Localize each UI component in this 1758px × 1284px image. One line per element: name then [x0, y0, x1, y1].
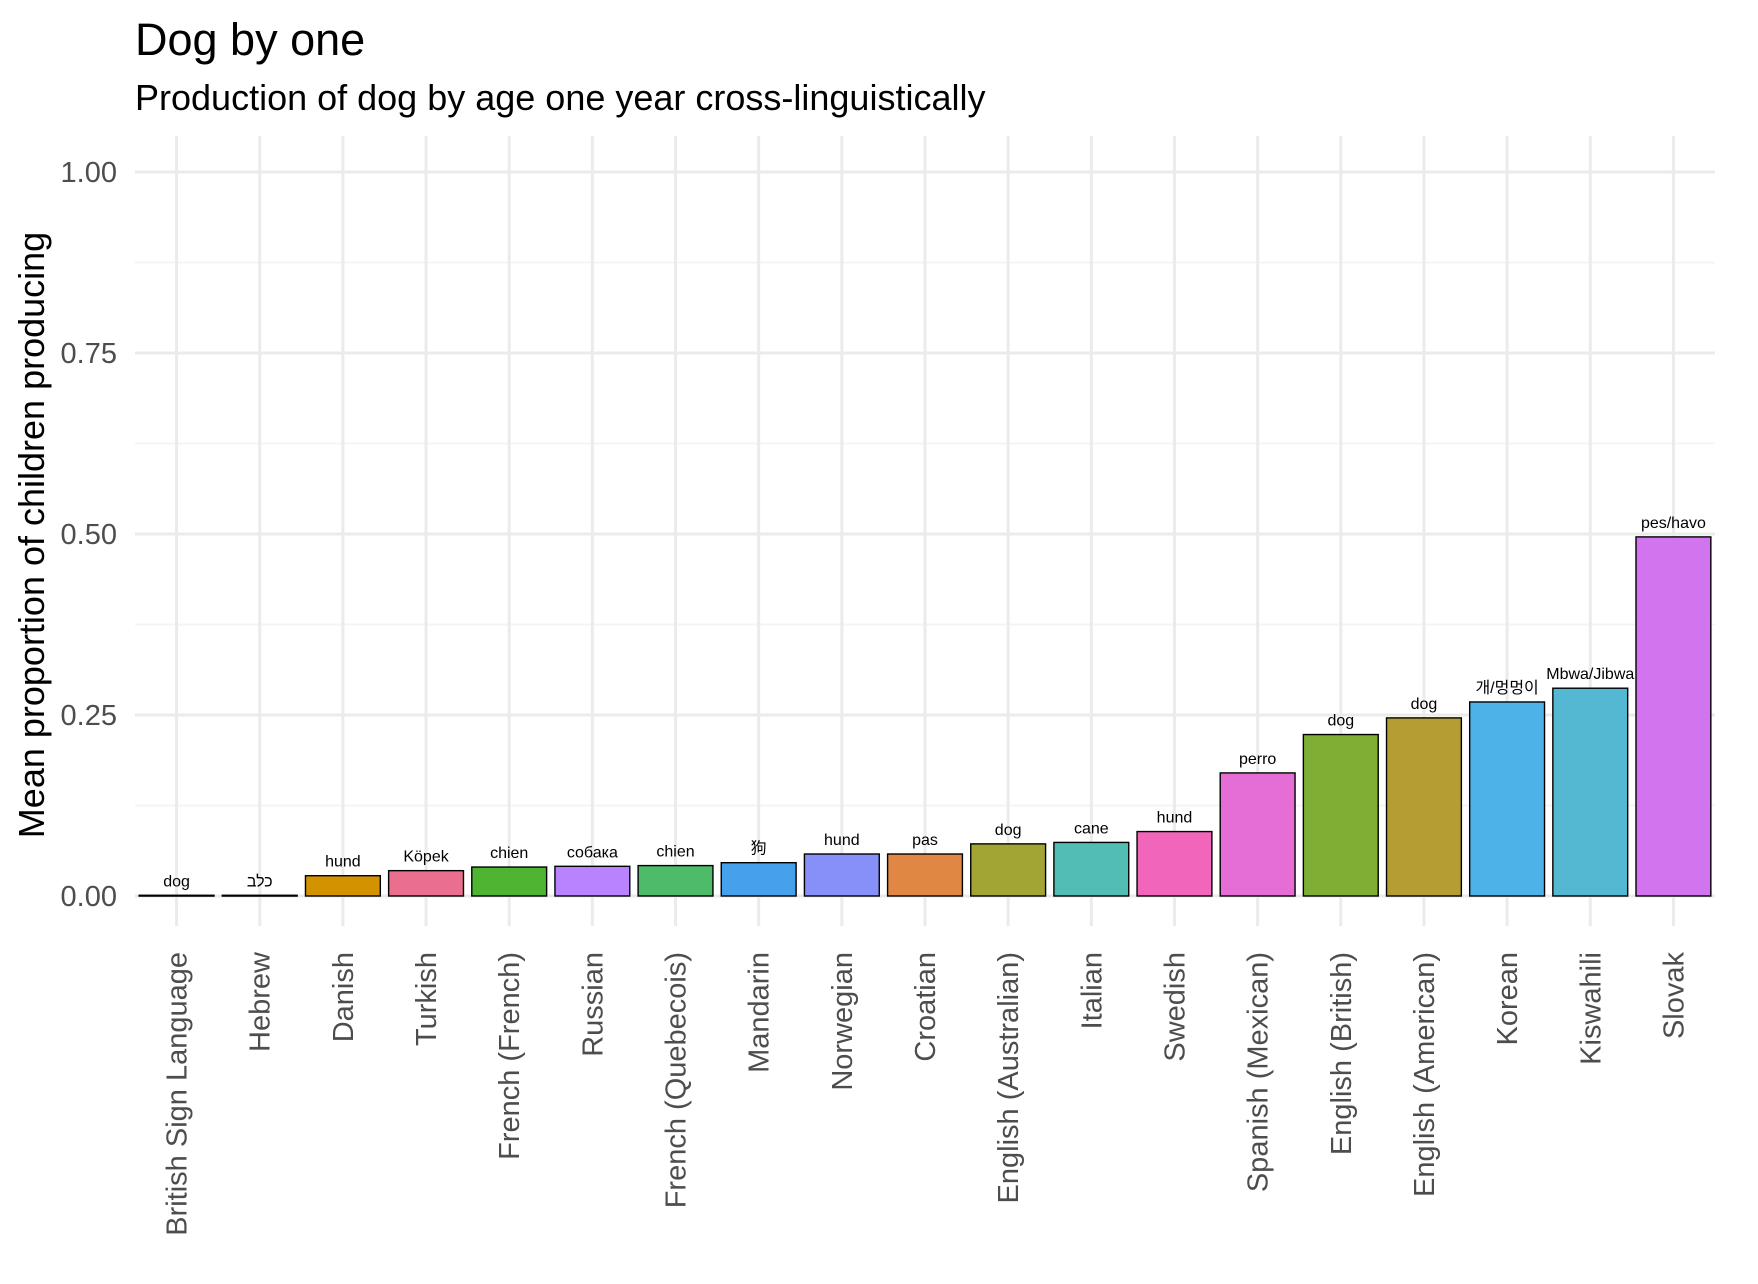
x-axis-ticks: British Sign Language Hebrew Danish Turkish… — [162, 951, 1691, 1236]
y-tick-label: 1.00 — [61, 157, 117, 189]
chart-title: Dog by one — [135, 14, 365, 65]
bar-data-label: pes/havo — [1641, 515, 1706, 532]
x-tick-label: French (Quebecois) — [661, 952, 693, 1208]
bar — [304, 875, 382, 897]
bar-data-label: cane — [1074, 820, 1109, 837]
bar-data-label: собака — [567, 844, 618, 861]
bar-data-label: perro — [1239, 751, 1276, 768]
x-tick-label: Turkish — [411, 952, 443, 1046]
bar-data-label: Köpek — [403, 849, 449, 866]
bar — [970, 843, 1047, 897]
x-tick-label: Norwegian — [827, 952, 859, 1091]
x-tick-label: Danish — [328, 952, 360, 1042]
x-tick-label: Russian — [577, 952, 609, 1057]
x-tick-label: Kiswahili — [1575, 952, 1607, 1065]
bar-data-label: chien — [656, 844, 694, 861]
bars — [138, 536, 1712, 897]
y-tick-label: 0.00 — [61, 881, 117, 913]
bar — [1552, 687, 1629, 897]
y-tick-label: 0.50 — [61, 519, 117, 551]
bar-data-label: dog — [1411, 696, 1438, 713]
bar — [221, 894, 298, 897]
bar — [720, 861, 797, 897]
bar-data-label: dog — [995, 822, 1022, 839]
bar — [1385, 717, 1463, 897]
bar — [637, 864, 714, 897]
bar-data-label: hund — [325, 854, 361, 871]
y-tick-label: 0.25 — [61, 700, 117, 732]
chart-subtitle: Production of dog by age one year cross-… — [135, 77, 985, 118]
y-axis-ticks: 0.00 0.25 0.50 0.75 1.00 — [61, 157, 117, 913]
x-tick-label: Korean — [1492, 952, 1524, 1046]
bar — [1302, 733, 1379, 897]
x-tick-label: Mandarin — [744, 952, 776, 1073]
bar — [387, 869, 465, 897]
bar — [471, 866, 548, 897]
bar-labels: dog כלב hund Köpek chien собака chien 狗 hund pas d… — [163, 515, 1706, 890]
bar — [1136, 830, 1213, 897]
bar-data-label: dog — [1327, 713, 1354, 730]
x-tick-label: English (American) — [1409, 952, 1441, 1197]
bar — [554, 865, 631, 897]
bar — [803, 853, 880, 897]
x-tick-label: Slovak — [1658, 952, 1690, 1040]
bar — [886, 853, 964, 897]
bar — [1635, 536, 1712, 897]
x-tick-label: English (Australian) — [993, 952, 1025, 1203]
x-tick-label: Swedish — [1159, 952, 1191, 1062]
x-tick-label: Italian — [1076, 952, 1108, 1029]
bar-data-label: Mbwa/Jibwa — [1546, 666, 1634, 683]
bar — [138, 894, 215, 897]
y-tick-label: 0.75 — [61, 338, 117, 370]
y-axis-title: Mean proportion of children producing — [11, 232, 52, 838]
x-tick-label: British Sign Language — [162, 952, 194, 1236]
x-tick-label: Hebrew — [245, 951, 277, 1052]
bar-data-label: כלב — [247, 872, 273, 890]
bar — [1219, 772, 1296, 897]
bar-data-label: hund — [1157, 810, 1193, 827]
x-tick-label: French (French) — [494, 952, 526, 1160]
bar-data-label: 狗 — [751, 840, 767, 858]
bar-data-label: dog — [163, 873, 190, 890]
bar-data-label: 개/멍멍이 — [1475, 679, 1538, 697]
bar — [1053, 841, 1130, 897]
x-tick-label: Spanish (Mexican) — [1243, 952, 1275, 1192]
bar-data-label: pas — [912, 832, 938, 849]
bar-data-label: chien — [490, 845, 528, 862]
bar — [1468, 701, 1546, 897]
x-tick-label: Croatian — [910, 952, 942, 1062]
x-tick-label: English (British) — [1326, 952, 1358, 1155]
bar-data-label: hund — [824, 832, 860, 849]
